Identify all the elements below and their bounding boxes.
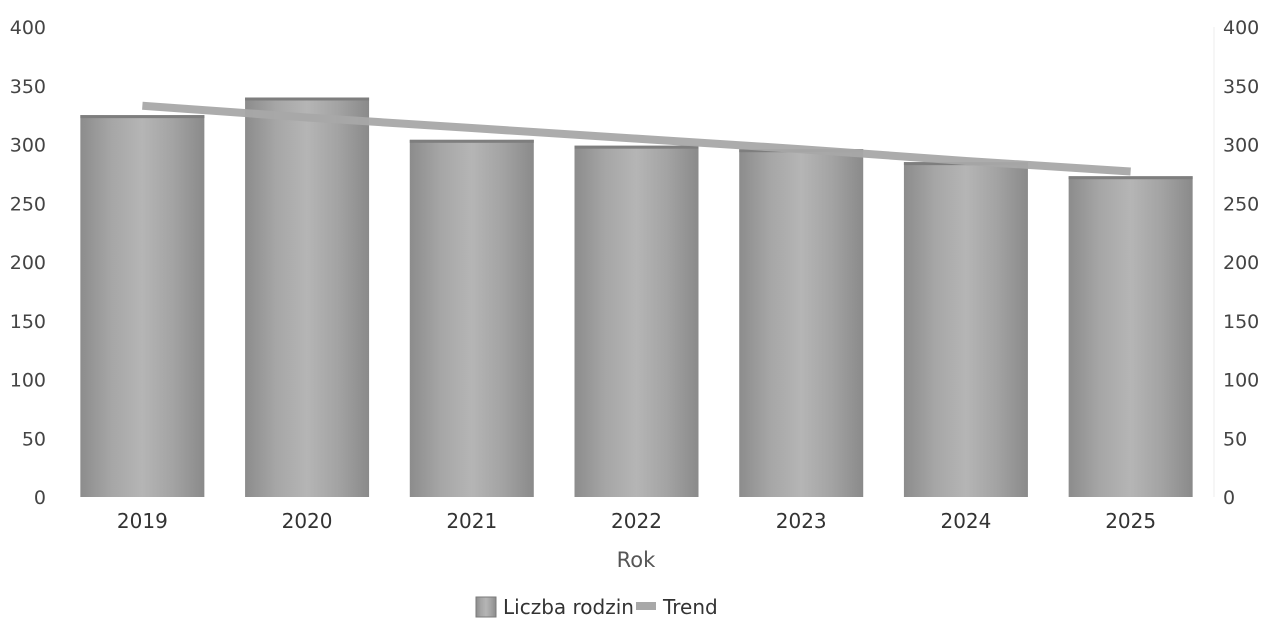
bar xyxy=(1068,176,1193,497)
y-right-tick-label: 100 xyxy=(1223,370,1259,392)
y-right-tick-label: 350 xyxy=(1223,76,1259,98)
y-axis-right-ticks: 0 50 100 150 200 250 300 350 400 xyxy=(1223,17,1259,509)
bars xyxy=(80,97,1193,498)
bar xyxy=(80,115,205,497)
bar xyxy=(574,145,699,498)
legend: Liczba rodzin Trend xyxy=(475,595,718,618)
bar-top-edge xyxy=(245,97,370,101)
y-left-tick-label: 150 xyxy=(10,311,46,333)
legend-label-bars: Liczba rodzin xyxy=(503,595,634,618)
bar-top-edge xyxy=(574,145,699,149)
x-tick-label: 2023 xyxy=(776,509,827,533)
y-left-tick-label: 400 xyxy=(10,17,46,39)
y-left-tick-label: 250 xyxy=(10,193,46,215)
trend-line-group xyxy=(142,101,1131,176)
x-axis-ticks: 2019 2020 2021 2022 2023 2024 2025 xyxy=(117,509,1156,533)
bar-top-edge xyxy=(80,115,205,119)
x-tick-label: 2025 xyxy=(1105,509,1156,533)
bar xyxy=(245,97,370,497)
y-left-tick-label: 350 xyxy=(10,76,46,98)
legend-bar-swatch xyxy=(475,596,497,618)
legend-label-trend: Trend xyxy=(662,595,718,618)
y-right-tick-label: 250 xyxy=(1223,193,1259,215)
y-left-tick-label: 100 xyxy=(10,370,46,392)
y-right-tick-label: 400 xyxy=(1223,17,1259,39)
bar-top-edge xyxy=(409,139,534,143)
y-left-tick-label: 50 xyxy=(22,428,46,450)
y-right-tick-label: 300 xyxy=(1223,135,1259,157)
y-left-tick-label: 200 xyxy=(10,252,46,274)
bar-top-edge xyxy=(1068,176,1193,180)
y-axis-left-ticks: 0 50 100 150 200 250 300 350 400 xyxy=(10,17,46,509)
y-right-tick-label: 0 xyxy=(1223,487,1235,509)
x-axis-title: Rok xyxy=(617,548,656,572)
x-tick-label: 2020 xyxy=(282,509,333,533)
bar xyxy=(409,139,534,498)
y-left-tick-label: 0 xyxy=(34,487,46,509)
bar xyxy=(739,149,864,497)
trend-line xyxy=(142,101,1131,176)
legend-trend-swatch xyxy=(636,602,656,610)
x-tick-label: 2024 xyxy=(940,509,991,533)
bar xyxy=(903,162,1028,497)
y-right-tick-label: 200 xyxy=(1223,252,1259,274)
y-right-tick-label: 50 xyxy=(1223,428,1247,450)
y-right-tick-label: 150 xyxy=(1223,311,1259,333)
y-left-tick-label: 300 xyxy=(10,135,46,157)
x-tick-label: 2019 xyxy=(117,509,168,533)
x-tick-label: 2021 xyxy=(446,509,497,533)
x-tick-label: 2022 xyxy=(611,509,662,533)
